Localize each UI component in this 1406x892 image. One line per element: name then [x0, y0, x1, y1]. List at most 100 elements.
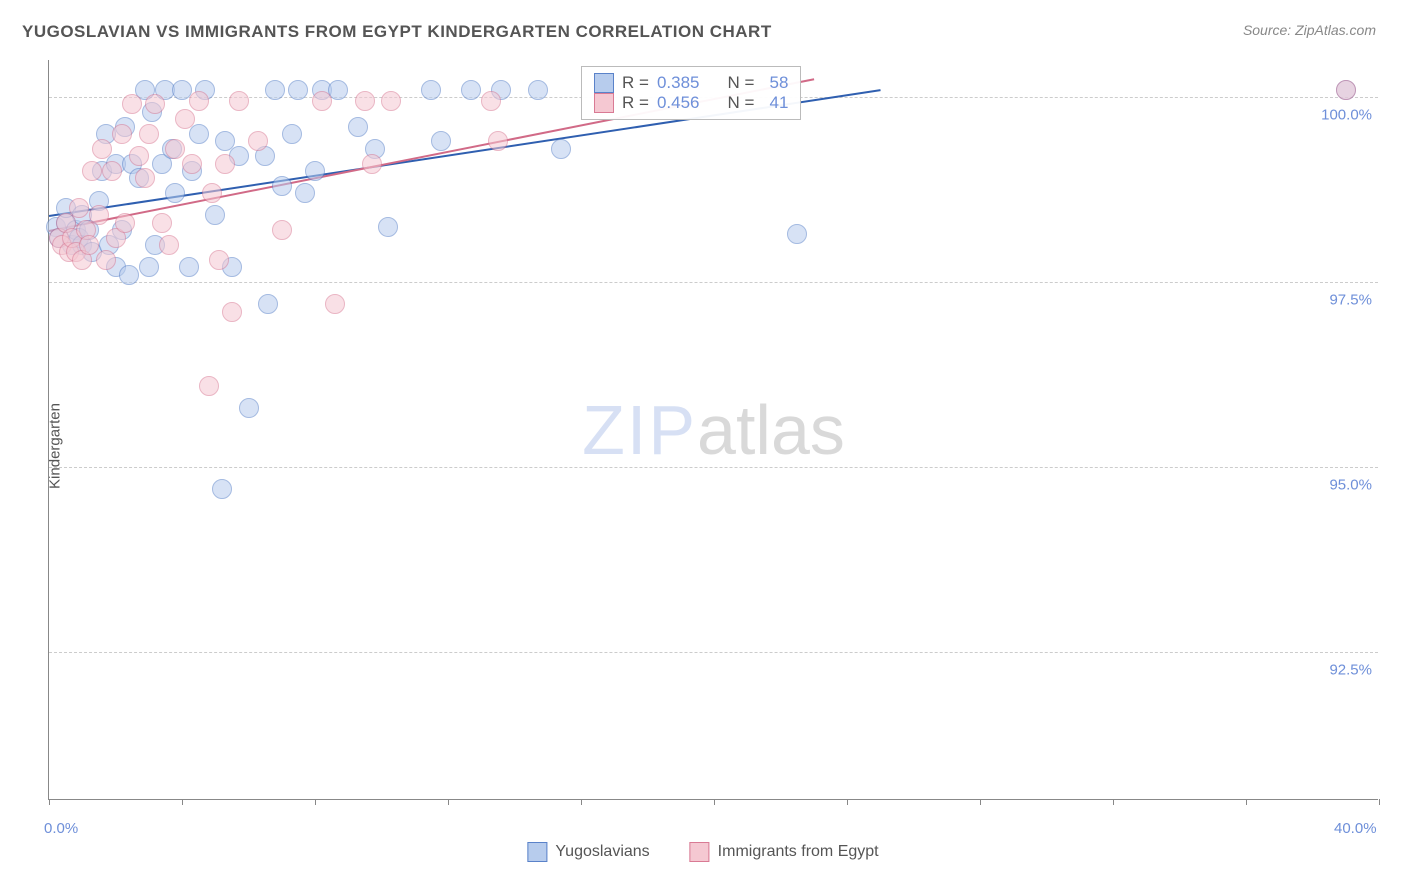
- x-tick: [315, 799, 316, 805]
- x-tick: [182, 799, 183, 805]
- data-point: [528, 80, 548, 100]
- x-tick: [1113, 799, 1114, 805]
- data-point: [381, 91, 401, 111]
- data-point: [229, 91, 249, 111]
- data-point: [282, 124, 302, 144]
- data-point: [551, 139, 571, 159]
- data-point: [209, 250, 229, 270]
- data-point: [1336, 80, 1356, 100]
- watermark-atlas: atlas: [697, 391, 845, 469]
- data-point: [112, 124, 132, 144]
- scatter-plot-area: ZIPatlas 92.5% 95.0% 97.5% 100.0% R = 0.385 N …: [48, 60, 1378, 800]
- data-point: [215, 154, 235, 174]
- data-point: [122, 94, 142, 114]
- data-point: [165, 183, 185, 203]
- data-point: [165, 139, 185, 159]
- data-point: [325, 294, 345, 314]
- data-point: [175, 109, 195, 129]
- data-point: [355, 91, 375, 111]
- data-point: [305, 161, 325, 181]
- x-tick: [49, 799, 50, 805]
- legend-swatch: [594, 93, 614, 113]
- correlation-legend: R =0.385N =58R =0.456N =41: [581, 66, 801, 120]
- x-tick: [1246, 799, 1247, 805]
- data-point: [69, 198, 89, 218]
- watermark: ZIPatlas: [582, 390, 845, 470]
- legend-n-label: N =: [727, 93, 754, 113]
- data-point: [82, 161, 102, 181]
- bottom-legend-item: Immigrants from Egypt: [690, 842, 879, 862]
- bottom-legend: Yugoslavians Immigrants from Egypt: [527, 842, 878, 862]
- legend-r-label: R =: [622, 73, 649, 93]
- data-point: [212, 479, 232, 499]
- x-tick-label: 0.0%: [44, 820, 78, 837]
- data-point: [145, 94, 165, 114]
- data-point: [362, 154, 382, 174]
- x-tick: [581, 799, 582, 805]
- y-tick-label: 100.0%: [1321, 107, 1372, 124]
- data-point: [272, 176, 292, 196]
- data-point: [102, 161, 122, 181]
- data-point: [295, 183, 315, 203]
- y-tick-label: 97.5%: [1329, 292, 1372, 309]
- data-point: [79, 235, 99, 255]
- legend-r-value: 0.456: [657, 93, 700, 113]
- data-point: [787, 224, 807, 244]
- gridline: [49, 652, 1378, 653]
- watermark-zip: ZIP: [582, 391, 697, 469]
- data-point: [159, 235, 179, 255]
- x-tick: [714, 799, 715, 805]
- gridline: [49, 467, 1378, 468]
- data-point: [461, 80, 481, 100]
- data-point: [96, 250, 116, 270]
- gridline: [49, 282, 1378, 283]
- data-point: [189, 124, 209, 144]
- data-point: [135, 168, 155, 188]
- data-point: [431, 131, 451, 151]
- data-point: [288, 80, 308, 100]
- data-point: [258, 294, 278, 314]
- data-point: [202, 183, 222, 203]
- data-point: [179, 257, 199, 277]
- legend-r-label: R =: [622, 93, 649, 113]
- data-point: [189, 91, 209, 111]
- legend-swatch: [527, 842, 547, 862]
- data-point: [119, 265, 139, 285]
- data-point: [139, 257, 159, 277]
- x-tick: [448, 799, 449, 805]
- bottom-legend-item: Yugoslavians: [527, 842, 649, 862]
- data-point: [239, 398, 259, 418]
- x-tick-label: 40.0%: [1334, 820, 1377, 837]
- bottom-legend-label: Immigrants from Egypt: [718, 843, 879, 861]
- data-point: [129, 146, 149, 166]
- data-point: [139, 124, 159, 144]
- data-point: [481, 91, 501, 111]
- data-point: [328, 80, 348, 100]
- y-tick-label: 92.5%: [1329, 662, 1372, 679]
- chart-title: YUGOSLAVIAN VS IMMIGRANTS FROM EGYPT KIN…: [22, 22, 772, 42]
- data-point: [248, 131, 268, 151]
- legend-n-label: N =: [727, 73, 754, 93]
- data-point: [92, 139, 112, 159]
- x-tick: [980, 799, 981, 805]
- legend-swatch: [690, 842, 710, 862]
- data-point: [421, 80, 441, 100]
- y-tick-label: 95.0%: [1329, 477, 1372, 494]
- data-point: [265, 80, 285, 100]
- data-point: [378, 217, 398, 237]
- source-attribution: Source: ZipAtlas.com: [1243, 22, 1376, 38]
- data-point: [182, 154, 202, 174]
- legend-n-value: 41: [762, 93, 788, 113]
- legend-r-value: 0.385: [657, 73, 700, 93]
- data-point: [89, 205, 109, 225]
- data-point: [152, 213, 172, 233]
- data-point: [312, 91, 332, 111]
- data-point: [272, 220, 292, 240]
- bottom-legend-label: Yugoslavians: [555, 843, 649, 861]
- legend-row: R = 0.456 N = 41: [594, 93, 788, 113]
- x-tick: [1379, 799, 1380, 805]
- data-point: [222, 302, 242, 322]
- legend-row: R =0.385N =58: [594, 73, 788, 93]
- data-point: [115, 213, 135, 233]
- data-point: [488, 131, 508, 151]
